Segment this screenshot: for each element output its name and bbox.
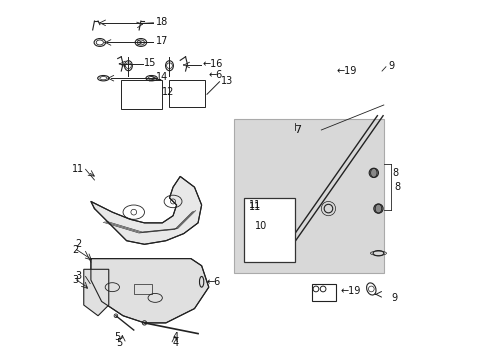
Text: 17: 17 [156,36,168,46]
Text: 1: 1 [72,164,78,174]
Text: 10: 10 [254,221,266,231]
Text: 2: 2 [72,245,79,255]
Text: 3: 3 [75,271,81,282]
Text: 2: 2 [75,239,81,249]
Text: 18: 18 [156,17,168,27]
Text: ←19: ←19 [340,286,361,296]
Text: 4: 4 [173,338,179,347]
Polygon shape [91,176,201,244]
Bar [244,198,294,262]
Polygon shape [83,269,108,316]
Polygon shape [91,258,208,323]
Text: 3: 3 [72,275,78,285]
Text: 8: 8 [394,182,400,192]
Text: ←19: ←19 [336,66,356,76]
Bar [134,284,151,294]
Text: 9: 9 [387,61,394,71]
Text: ←6: ←6 [208,69,223,80]
Text: 11: 11 [248,200,261,210]
Circle shape [368,168,378,177]
Text: ←6: ←6 [206,277,221,287]
Text: 11: 11 [248,202,261,212]
Bar [169,80,205,107]
Bar [233,119,383,273]
Text: 15: 15 [143,58,156,68]
Bar [121,80,162,109]
Text: 13: 13 [221,76,233,86]
Text: 5: 5 [114,332,120,342]
Circle shape [373,204,382,213]
Text: ←16: ←16 [203,59,223,69]
Text: 9: 9 [390,293,396,303]
Text: 5: 5 [116,338,122,347]
Text: 14: 14 [156,72,168,82]
Bar [312,284,335,301]
Text: 4: 4 [173,332,179,342]
Text: 12: 12 [162,87,174,98]
Text: 8: 8 [392,168,398,178]
Text: 7: 7 [294,125,301,135]
Text: 1: 1 [77,164,82,174]
